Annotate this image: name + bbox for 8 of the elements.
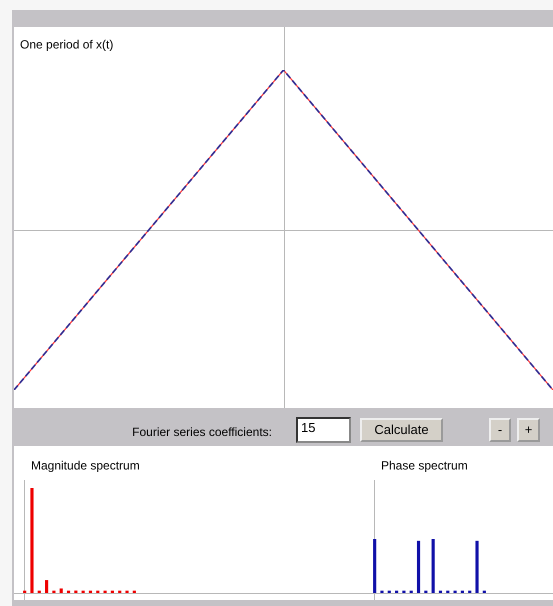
text: Calculate xyxy=(360,418,443,442)
text: Fourier series coefficients: xyxy=(132,425,272,439)
text: + xyxy=(517,418,540,442)
text: 15 xyxy=(296,417,351,443)
chart-title: Magnitude spectrum xyxy=(31,458,140,472)
chart-title: Phase spectrum xyxy=(381,458,468,472)
text: - xyxy=(489,418,511,442)
chart-title: One period of x(t) xyxy=(20,37,114,52)
